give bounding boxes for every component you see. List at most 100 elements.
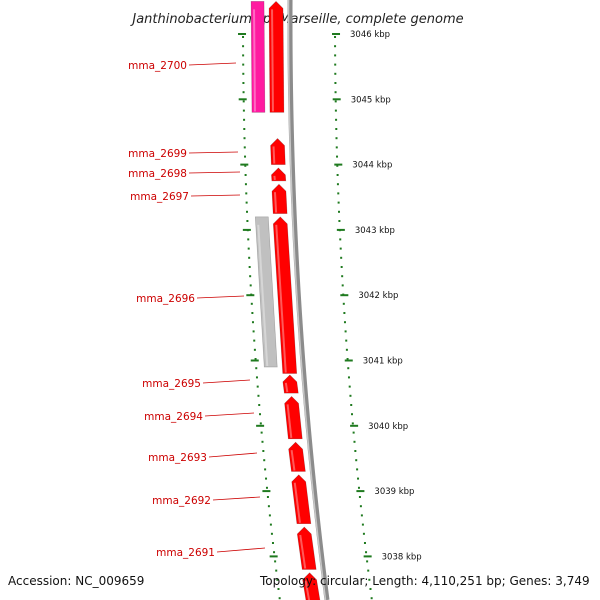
outer-rail-minor-tick <box>339 238 342 241</box>
inner-rail-minor-tick <box>261 440 264 443</box>
outer-rail-minor-tick <box>358 496 361 498</box>
outer-rail-minor-tick <box>354 450 357 452</box>
inner-rail-minor-tick <box>255 376 258 379</box>
inner-major-tick <box>242 228 251 231</box>
inner-rail-minor-tick <box>264 468 267 471</box>
outer-rail-minor-tick <box>352 431 355 434</box>
inner-rail-minor-tick <box>245 201 248 204</box>
outer-rail-minor-tick <box>356 468 359 471</box>
kbp-scale-label: 3043 kbp <box>355 226 395 236</box>
gene-leader-line <box>208 452 258 458</box>
gene-arrow-mma_2697 <box>271 183 288 214</box>
gene-arrow-mma_2695 <box>282 374 299 394</box>
gene-label-mma_2692: mma_2692 <box>152 495 211 507</box>
outer-rail-minor-tick <box>334 109 337 112</box>
inner-rail-minor-tick <box>262 450 265 452</box>
inner-rail-minor-tick <box>246 210 249 213</box>
gene-label-mma_2694: mma_2694 <box>144 411 203 423</box>
inner-rail-minor-tick <box>265 486 268 489</box>
inner-rail-minor-tick <box>243 146 246 149</box>
outer-rail-minor-tick <box>335 128 338 130</box>
outer-rail-minor-tick <box>334 36 337 38</box>
outer-major-tick <box>363 555 372 558</box>
inner-rail-minor-tick <box>242 63 245 66</box>
inner-rail-minor-tick <box>250 302 253 305</box>
outer-rail-minor-tick <box>351 413 354 416</box>
gene-arrow-mma_2691 <box>296 526 317 570</box>
inner-rail-minor-tick <box>278 597 281 600</box>
outer-rail-minor-tick <box>351 422 354 425</box>
inner-rail-minor-tick <box>248 256 251 259</box>
gene-label-mma_2695: mma_2695 <box>142 378 201 390</box>
outer-rail-minor-tick <box>334 72 337 75</box>
gene-arrow <box>272 216 298 374</box>
inner-rail-minor-tick <box>259 422 262 425</box>
inner-rail-minor-tick <box>260 431 263 434</box>
kbp-scale-label: 3045 kbp <box>351 95 391 105</box>
gene-leader-line <box>202 379 251 384</box>
inner-major-tick <box>246 294 255 297</box>
gene-label-mma_2699: mma_2699 <box>128 148 187 160</box>
outer-rail-minor-tick <box>334 54 337 57</box>
inner-rail-minor-tick <box>242 100 245 103</box>
outer-rail-minor-tick <box>353 440 356 443</box>
kbp-scale-label: 3044 kbp <box>352 161 392 171</box>
genome-summary-text: Topology: circular; Length: 4,110,251 bp… <box>260 574 590 588</box>
outer-rail-minor-tick <box>335 146 338 149</box>
tick-layer: 3046 kbp 3045 kbp 3044 kbp 3043 kbp 3042 kbp… <box>238 30 422 600</box>
inner-rail-minor-tick <box>242 36 245 38</box>
inner-rail-minor-tick <box>243 128 246 130</box>
inner-rail-minor-tick <box>249 284 252 287</box>
inner-rail-minor-tick <box>269 523 272 526</box>
gene-arrow-mma_2700 <box>250 1 266 113</box>
inner-rail-minor-tick <box>246 220 249 222</box>
outer-rail-minor-tick <box>337 201 340 204</box>
outer-rail-minor-tick <box>361 523 364 526</box>
outer-rail-minor-tick <box>336 174 339 176</box>
gene-leader-line <box>188 151 239 154</box>
inner-rail-minor-tick <box>242 54 245 57</box>
inner-rail-minor-tick <box>242 91 245 94</box>
outer-rail-minor-tick <box>362 532 365 535</box>
outer-rail-minor-tick <box>345 339 348 342</box>
outer-rail-minor-tick <box>348 385 351 388</box>
gene-leader-line <box>204 412 255 417</box>
outer-rail-minor-tick <box>366 560 369 563</box>
outer-rail-minor-tick <box>346 358 349 360</box>
outer-rail-minor-tick <box>357 477 360 480</box>
inner-rail-minor-tick <box>267 505 270 508</box>
inner-major-tick <box>269 555 278 558</box>
inner-major-tick <box>262 490 271 493</box>
outer-rail-minor-tick <box>342 302 345 305</box>
gene-sheen <box>293 482 301 523</box>
inner-rail-minor-tick <box>242 82 245 84</box>
outer-major-tick <box>334 163 343 166</box>
outer-rail-minor-tick <box>347 376 350 379</box>
inner-rail-minor-tick <box>247 238 250 241</box>
outer-rail-minor-tick <box>336 164 339 167</box>
inner-rail-minor-tick <box>254 358 257 360</box>
outer-rail-minor-tick <box>340 256 343 259</box>
outer-rail-minor-tick <box>336 183 339 186</box>
gene-sheen <box>253 9 256 112</box>
inner-rail-minor-tick <box>243 118 246 121</box>
gene-leader-line <box>188 171 241 174</box>
inner-rail-minor-tick <box>249 275 252 278</box>
kbp-scale-label: 3038 kbp <box>382 552 422 562</box>
outer-rail-minor-tick <box>360 514 363 517</box>
gene-label-mma_2693: mma_2693 <box>148 452 207 464</box>
gene-sheen <box>290 449 296 471</box>
gene-leader-line <box>190 194 241 197</box>
gene-leader-line <box>196 295 245 299</box>
inner-rail-minor-tick <box>251 312 254 314</box>
outer-rail-minor-tick <box>337 192 340 195</box>
outer-rail-minor-tick <box>344 330 347 333</box>
inner-rail-minor-tick <box>244 183 247 186</box>
inner-rail-minor-tick <box>244 174 247 176</box>
inner-major-tick <box>240 163 249 166</box>
kbp-scale-label: 3039 kbp <box>374 487 414 497</box>
gene-sheen <box>273 192 278 213</box>
outer-rail-minor-tick <box>336 155 339 158</box>
outer-rail-minor-tick <box>335 118 338 121</box>
gene-layer <box>250 0 321 600</box>
